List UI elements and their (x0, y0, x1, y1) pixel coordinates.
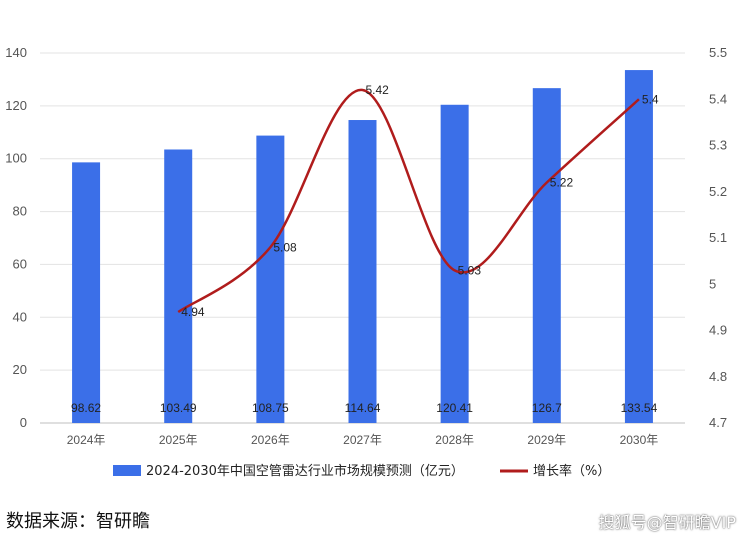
data-source-text: 数据来源：智研瞻 (6, 511, 150, 532)
bar-value-label: 114.64 (345, 401, 381, 415)
bar-value-label: 98.62 (71, 401, 101, 415)
legend-bar-swatch (113, 465, 141, 476)
bar-value-label: 120.41 (436, 401, 473, 415)
data-labels: 98.62 103.49 108.75 114.64 120.41 126.7 133.54… (71, 83, 659, 415)
x-tick-label: 2030年 (620, 433, 659, 447)
bar (532, 88, 561, 424)
bar (440, 104, 469, 424)
y-right-tick-label: 5.2 (709, 184, 727, 199)
x-tick-label: 2024年 (67, 433, 106, 447)
bar (72, 162, 101, 423)
x-axis: 2024年 2025年 2026年 2027年 2028年 2029年 2030年 (67, 433, 659, 447)
bar (164, 149, 193, 423)
x-tick-label: 2029年 (527, 433, 566, 447)
right-axis: 4.7 4.8 4.9 5 5.1 5.2 5.3 5.4 5.5 (709, 45, 727, 430)
legend-bar-label: 2024-2030年中国空管雷达行业市场规模预测（亿元） (146, 463, 464, 479)
y-right-tick-label: 5.5 (709, 45, 727, 60)
bar-value-label: 108.75 (252, 401, 289, 415)
y-right-tick-label: 4.8 (709, 369, 727, 384)
y-right-tick-label: 5.3 (709, 138, 727, 153)
line-series (177, 88, 640, 314)
bar (624, 70, 653, 423)
bar-value-label: 103.49 (160, 401, 197, 415)
y-left-tick-label: 0 (20, 415, 27, 430)
left-axis: 0 20 40 60 80 100 120 140 (5, 45, 27, 430)
growth-rate-line (177, 88, 640, 314)
bar-value-label: 126.7 (532, 401, 562, 415)
growth-rate-label: 4.94 (181, 305, 205, 319)
growth-rate-label: 5.22 (550, 176, 574, 190)
watermark-text: 搜狐号@智研瞻VIP (598, 513, 736, 532)
legend: 2024-2030年中国空管雷达行业市场规模预测（亿元） 增长率（%） (113, 463, 610, 479)
y-right-tick-label: 4.9 (709, 323, 727, 338)
y-left-tick-label: 80 (13, 204, 27, 219)
growth-rate-label: 5.4 (642, 92, 659, 106)
y-left-tick-label: 40 (13, 309, 27, 324)
legend-line-label: 增长率（%） (533, 463, 610, 479)
y-left-tick-label: 60 (13, 256, 27, 271)
growth-rate-label: 5.03 (458, 263, 482, 277)
x-tick-label: 2027年 (343, 433, 382, 447)
y-left-tick-label: 140 (5, 45, 27, 60)
bar (348, 120, 377, 423)
y-right-tick-label: 5 (709, 276, 716, 291)
y-right-tick-label: 5.1 (709, 230, 727, 245)
x-tick-label: 2028年 (435, 433, 474, 447)
y-left-tick-label: 20 (13, 362, 27, 377)
y-right-tick-label: 4.7 (709, 415, 727, 430)
x-tick-label: 2026年 (251, 433, 290, 447)
y-left-tick-label: 100 (5, 151, 27, 166)
chart: 98.62 103.49 108.75 114.64 120.41 126.7 133.54… (5, 45, 727, 479)
bar (256, 135, 285, 423)
y-left-tick-label: 120 (5, 98, 27, 113)
bar-series (72, 70, 653, 424)
growth-rate-label: 5.08 (273, 240, 297, 254)
bar-value-label: 133.54 (621, 401, 658, 415)
y-right-tick-label: 5.4 (709, 91, 727, 106)
growth-rate-label: 5.42 (366, 83, 390, 97)
x-tick-label: 2025年 (159, 433, 198, 447)
